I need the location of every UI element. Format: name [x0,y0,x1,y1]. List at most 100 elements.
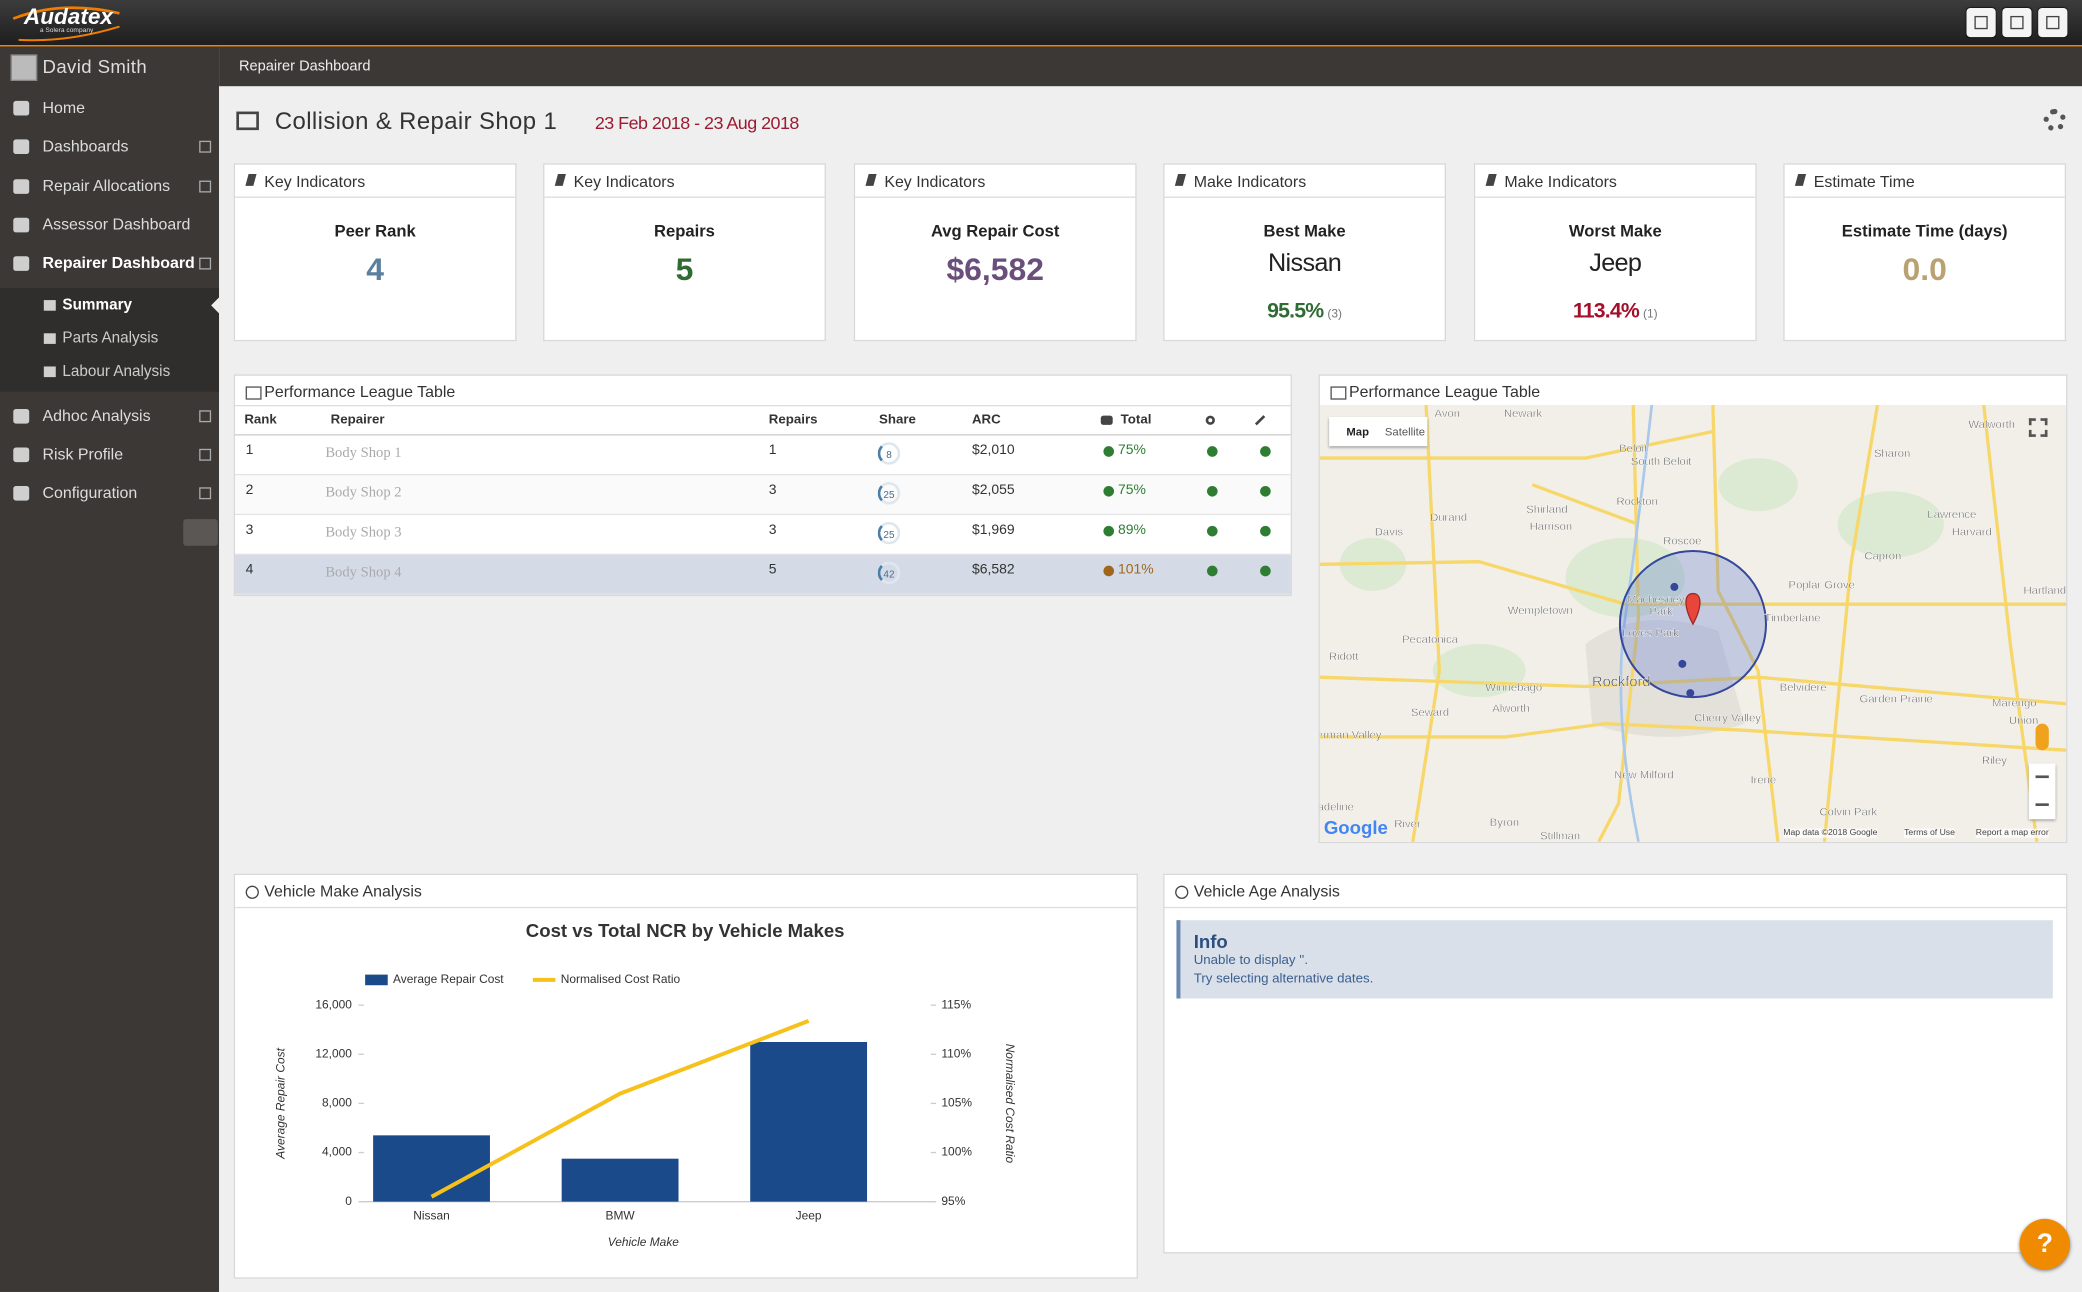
zoom-box [2028,763,2056,820]
map-place: South Beloit [1631,456,1693,468]
legend-label: Average Repair Cost [393,972,504,986]
menu-item[interactable]: Configuration [0,477,219,509]
top-button[interactable] [1966,7,1996,38]
map-place: Pecatonica [1402,634,1458,646]
panel-title: Vehicle Make Analysis [264,881,422,901]
map-park [1565,537,1685,618]
top-button-icon [2010,15,2024,30]
expand-icon [199,180,212,193]
settings-gear[interactable] [2043,108,2067,132]
menu-item[interactable]: Repairer Dashboard [0,247,219,279]
column-header: Repairs [768,412,818,428]
zoom-out[interactable] [2035,803,2049,806]
menu-label: Repairer Dashboard [42,253,195,273]
kpi-label: Best Make [1263,221,1346,241]
map-road [1411,404,1442,842]
table-row[interactable]: 4 Body Shop 4 5 42 $6,582 101% [235,555,1291,595]
kpi-label: Worst Make [1568,221,1662,241]
kpi-label: Peer Rank [334,221,416,241]
page-title: Collision & Repair Shop 1 [274,107,558,135]
legend-swatch [365,974,388,986]
submenu-label: Parts Analysis [62,330,159,347]
column-header: ARC [971,412,1001,428]
vehicle-make-panel: Vehicle Make Analysis [233,873,1138,1279]
menu-label: Assessor Dashboard [42,215,191,234]
pegman[interactable] [2035,723,2049,751]
submenu-item[interactable]: Summary [0,291,219,320]
share-gauge: 25 [877,521,901,545]
submenu-item[interactable]: Labour Analysis [0,357,219,386]
total-dot [1103,565,1115,577]
help-button[interactable]: ? [2019,1218,2071,1270]
submenu-label: Summary [62,297,133,314]
column-header: Repairer [330,412,385,428]
map-place: Colvin Park [1820,807,1878,819]
menu-item[interactable]: Repair Allocations [0,170,219,202]
panel-header-bar [235,875,1137,909]
cell-rank: 1 [245,442,254,459]
table-row[interactable]: 3 Body Shop 3 3 25 $1,969 89% [235,515,1291,556]
zoom-in[interactable] [2035,775,2049,779]
kpi-label: Estimate Time (days) [1841,221,2008,241]
cell-total: 89% [1118,521,1146,538]
map-place: Rockton [1617,496,1658,508]
vehicle-age-panel: Vehicle Age Analysis Info Unable to displa… [1163,873,2068,1254]
map-road [1531,483,1640,527]
x-tick-label: Jeep [796,1208,822,1222]
map-park [1718,458,1798,512]
status-dot [1206,485,1218,497]
panel-icon [245,386,262,400]
map-place: Riley [1982,755,2007,767]
table-row[interactable]: 2 Body Shop 2 3 25 $2,055 75% [235,475,1291,516]
kpi-label: Avg Repair Cost [930,221,1060,241]
collapse-button[interactable] [183,519,218,546]
status-dot [1260,525,1271,537]
fullscreen-button[interactable] [2028,418,2048,437]
submenu-bg [0,288,220,392]
menu-item[interactable]: Dashboards [0,130,219,162]
menu-item[interactable]: Risk Profile [0,438,219,470]
map-button[interactable]: Satellite [1384,424,1426,439]
panel-header-bar [1475,165,1756,198]
top-button[interactable] [2038,7,2068,38]
kpi-card: Make Indicators Worst Make Jeep 113.4% (1) [1473,163,1757,342]
map-place: Harvard [1952,526,1992,538]
map-place: Alworth [1492,703,1530,715]
expand-icon [199,140,212,153]
column-header: Rank [244,412,277,428]
menu-icon [13,217,30,233]
map-place: New Milford [1614,769,1673,781]
kpi-header: Key Indicators [573,172,675,192]
menu-item[interactable]: Assessor Dashboard [0,208,219,240]
info-box: Info Unable to display ''. Try selecting a… [1176,920,2053,999]
menu-item[interactable]: Adhoc Analysis [0,400,219,432]
top-button[interactable] [2002,7,2032,38]
map-place: Winnebago [1485,682,1542,694]
cell-repairer: Body Shop 1 [325,444,402,461]
map-place: Loves Park [1622,627,1679,639]
y2-axis-label: Normalised Cost Ratio [1003,1044,1017,1164]
kpi-card: Estimate Time Estimate Time (days) 0.0 [1783,163,2067,342]
table-row[interactable]: 1 Body Shop 1 1 8 $2,010 75% [235,435,1291,476]
menu-item[interactable]: Home [0,92,219,124]
date-range: 23 Feb 2018 - 23 Aug 2018 [594,112,800,133]
cell-rank: 4 [245,561,254,578]
kpi-header: Make Indicators [1193,172,1307,192]
kpi-value: 113.4% [1572,300,1640,323]
menu-label: Dashboards [42,136,129,156]
menu-icon [13,179,30,194]
share-gauge: 42 [877,561,901,585]
share-gauge: 25 [877,481,901,505]
submenu-icon [43,366,56,378]
map-park [1837,491,1944,558]
map-place: Seward [1411,707,1449,719]
menu-label: Repair Allocations [42,176,171,196]
map-place: Lawrence [1927,509,1976,521]
kpi-value: 4 [366,252,384,289]
map-button[interactable]: Map [1346,424,1369,439]
status-dot [1206,565,1218,577]
status-dot [1206,446,1218,457]
submenu-item[interactable]: Parts Analysis [0,324,219,353]
y2-tick-label: 110% [941,1046,971,1060]
